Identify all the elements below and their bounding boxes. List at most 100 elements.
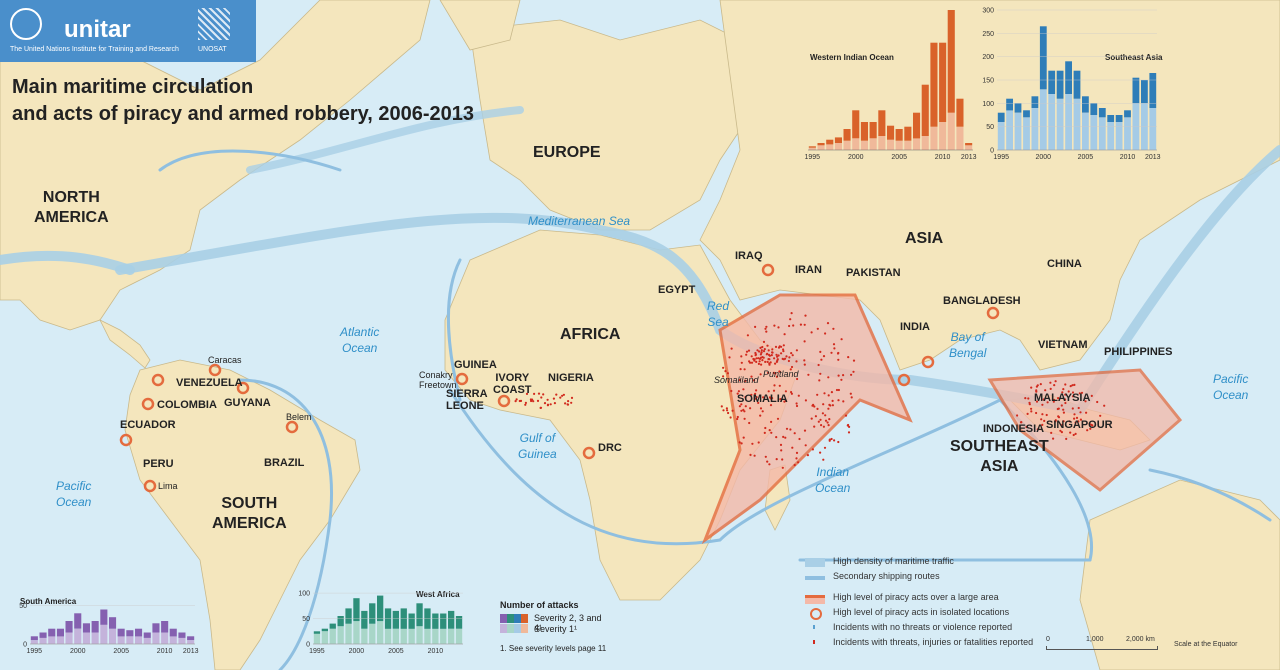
label-singapore: SINGAPOUR [1046,419,1113,431]
incident-dot [770,354,773,357]
incident-dot [754,392,757,395]
incident-dot [1035,411,1038,415]
bar-severity-1 [904,140,912,150]
incident-dot [820,424,823,427]
legend-text: Incidents with no threats or violence re… [833,622,1013,632]
bar-severity-2-4 [817,143,825,146]
incident-dot [830,351,833,354]
bar-severity-2-4 [1031,96,1039,108]
bar-severity-1 [377,621,384,644]
incident-dot [744,396,747,399]
incident-dot [727,411,730,415]
bar-severity-1 [178,637,186,644]
incident-dot [827,394,830,397]
incident-dot [748,421,751,425]
incident-dot [842,374,845,377]
bar-severity-2-4 [187,636,195,641]
incident-dot [816,327,819,330]
incident-dot [789,318,792,321]
incident-dot [779,443,783,446]
incident-dot [765,330,768,333]
label-iran: IRAN [795,264,822,276]
bar-severity-1 [408,628,415,644]
incident-dot [795,349,799,352]
incident-dot [1043,419,1046,422]
label-ivory-coast: IVORY COAST [493,372,532,396]
incident-dot [530,399,533,403]
unosat-logo-icon [198,8,230,40]
incident-dot [775,436,778,439]
incident-dot [1028,403,1031,406]
bar-severity-1 [143,637,151,644]
incident-dot [1041,423,1044,426]
bar-severity-2-4 [337,616,344,627]
incident-dot [762,356,765,359]
incident-dot [777,346,781,349]
incident-dot [813,425,816,428]
incident-dot [822,355,826,358]
incident-dot [790,365,794,369]
bar-severity-1 [337,626,344,644]
title-line-1: Main maritime circulation [12,76,254,98]
bar-severity-2-4 [878,110,886,136]
x-tick-label: 2010 [157,648,173,655]
incident-dot [1071,407,1074,410]
incident-dot [726,409,729,412]
bar-severity-1 [448,628,455,644]
incident-dot [1045,413,1048,417]
incident-dot [1075,416,1079,419]
incident-dot [837,388,841,392]
incident-dot [1061,423,1064,426]
greenland-land [439,0,521,51]
label-malaysia: MALAYSIA [1034,392,1091,404]
incident-dot [1074,432,1077,435]
legend-text: High density of maritime traffic [833,556,954,566]
incident-dot [743,417,746,420]
incident-dot [543,402,547,405]
incident-dot [824,332,827,335]
bar-severity-2-4 [91,621,99,633]
bar-severity-2-4 [1073,70,1081,99]
incident-dot [1059,429,1062,432]
incident-dot [768,463,771,466]
incident-dot [788,324,791,328]
incident-dot [1071,395,1075,398]
label-lima: Lima [158,481,178,491]
incident-dot [755,357,758,360]
label-ecuador: ECUADOR [120,419,176,431]
header-bar: The United Nations Institute for Trainin… [0,0,256,62]
bar-severity-1 [869,138,877,150]
label-guyana: GUYANA [224,397,271,409]
label-atlantic-ocean: Atlantic Ocean [340,325,380,355]
bar-severity-2-4 [1065,61,1072,94]
incident-dot [1064,393,1067,396]
incident-dot [828,438,831,441]
bar-severity-2-4 [1014,103,1022,113]
label-venezuela: VENEZUELA [176,377,243,389]
incident-dot [767,349,770,352]
incident-dot [1084,400,1087,403]
label-somalia: SOMALIA [737,393,788,405]
label-egypt: EGYPT [658,284,696,296]
incident-dot [570,401,573,404]
incident-dot [827,376,830,379]
incident-dot [824,414,827,417]
incident-dot [797,394,800,397]
x-tick-label: 2013 [183,648,199,655]
incident-dot [850,396,853,399]
label-mediterranean-sea: Mediterranean Sea [528,214,631,228]
y-tick-label: 100 [298,591,310,598]
incident-dot [730,347,733,350]
incident-dot [833,439,836,442]
incident-dot [764,327,767,330]
x-tick-label: 2010 [935,154,951,161]
incident-dot [1062,408,1065,411]
incident-dot [760,351,763,354]
bar-severity-1 [65,632,73,644]
incident-dot [532,400,535,403]
bar-severity-2-4 [826,139,834,145]
x-tick-label: 1995 [27,648,43,655]
incident-dot [738,405,742,408]
incident-dot [772,371,776,374]
incident-dot [831,404,835,407]
